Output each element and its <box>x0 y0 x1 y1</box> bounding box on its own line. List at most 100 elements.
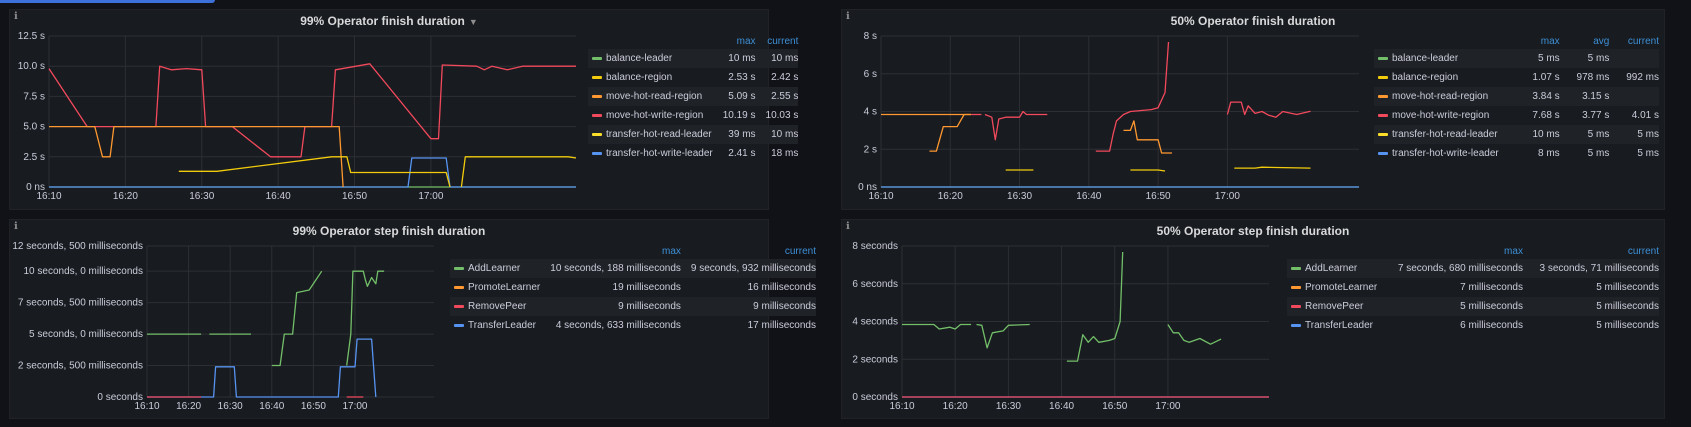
y-tick-label: 0 seconds <box>852 392 898 403</box>
info-icon[interactable]: ℹ <box>846 11 850 22</box>
legend-item-name[interactable]: balance-leader <box>1392 53 1459 64</box>
legend-item-name[interactable]: transfer-hot-read-leader <box>606 129 712 140</box>
x-tick-label: 16:30 <box>1007 191 1032 202</box>
legend-swatch-cell <box>1374 87 1388 106</box>
legend-swatch-cell <box>1287 316 1301 335</box>
legend-item-name[interactable]: move-hot-read-region <box>606 91 703 102</box>
legend-header-row: max avg current <box>1374 33 1659 49</box>
legend-item-name[interactable]: move-hot-write-region <box>1392 110 1490 121</box>
y-tick-label: 6 s <box>864 69 877 80</box>
info-icon[interactable]: ℹ <box>14 221 18 232</box>
y-tick-label: 10.0 s <box>18 61 45 72</box>
legend-item-value: 10 seconds, 188 milliseconds <box>550 263 681 274</box>
y-tick-label: 10 seconds, 0 milliseconds <box>23 266 143 277</box>
legend-item-value: 5 milliseconds <box>1460 301 1523 312</box>
legend-item-name[interactable]: balance-region <box>606 72 673 83</box>
x-tick-label: 16:50 <box>1102 401 1127 412</box>
legend-item[interactable]: PromoteLearner 7 milliseconds 5 millisecon… <box>1287 278 1659 297</box>
legend-item-name[interactable]: AddLearner <box>1305 263 1358 274</box>
legend-item-name[interactable]: RemovePeer <box>1305 301 1364 312</box>
legend-column-current[interactable]: current <box>1627 35 1659 47</box>
legend-item-name[interactable]: RemovePeer <box>468 301 527 312</box>
legend-item-name[interactable]: move-hot-read-region <box>1392 91 1489 102</box>
legend-item[interactable]: move-hot-read-region 5.09 s 2.55 s <box>588 87 799 106</box>
legend-column-max[interactable]: max <box>736 35 756 47</box>
legend-item-name[interactable]: move-hot-write-region <box>606 110 704 121</box>
legend-item-name[interactable]: PromoteLearner <box>1305 282 1378 293</box>
legend-item-name[interactable]: transfer-hot-read-leader <box>1392 129 1498 140</box>
legend-item-name[interactable]: transfer-hot-write-leader <box>1392 148 1499 159</box>
panel-99-operator-step-finish-duration[interactable]: ℹ 99% Operator step finish duration 16:1… <box>9 219 816 419</box>
panel-50-operator-step-finish-duration[interactable]: ℹ 50% Operator step finish duration 16:1… <box>841 219 1665 419</box>
legend-swatch-cell <box>588 87 602 106</box>
legend-item[interactable]: TransferLeader 6 milliseconds 5 millisecon… <box>1287 316 1659 335</box>
legend-item-name[interactable]: TransferLeader <box>1305 320 1373 331</box>
series-line-AddLearner <box>271 270 323 367</box>
legend-item[interactable]: RemovePeer 9 milliseconds 9 milliseconds <box>450 297 816 316</box>
legend-item[interactable]: transfer-hot-read-leader 39 ms 10 ms <box>588 125 799 144</box>
legend-item[interactable]: transfer-hot-read-leader 10 ms 5 ms 5 ms <box>1374 125 1659 144</box>
legend-item-name[interactable]: transfer-hot-write-leader <box>606 148 713 159</box>
legend-swatch <box>1378 132 1388 136</box>
chart-svg: 16:10 16:20 16:30 16:40 16:50 17:00 0 ns 2 s 4 s… <box>858 31 1359 202</box>
panel-title[interactable]: 50% Operator step finish duration <box>842 224 1664 238</box>
legend-swatch <box>1378 94 1388 98</box>
legend-column-max[interactable]: max <box>1504 245 1523 257</box>
legend-item[interactable]: balance-leader 10 ms 10 ms <box>588 49 799 68</box>
panel-title-text: 99% Operator finish duration <box>300 14 465 28</box>
legend-item-value: 5 ms <box>1637 129 1659 140</box>
legend-item[interactable]: balance-region 1.07 s 978 ms 992 ms <box>1374 68 1659 87</box>
legend-swatch-cell <box>588 68 602 87</box>
legend-item-value: 10.03 s <box>765 110 799 121</box>
legend-swatch <box>454 304 464 308</box>
panel-99-operator-finish-duration[interactable]: ℹ 99% Operator finish duration ▼ 16:10 16:… <box>9 9 799 210</box>
legend-column-current[interactable]: current <box>784 245 816 257</box>
legend-item-name[interactable]: AddLearner <box>468 263 521 274</box>
legend-column-avg[interactable]: avg <box>1593 35 1610 47</box>
legend-item-value: 1.07 s <box>1532 72 1560 83</box>
legend-item[interactable]: balance-leader 5 ms 5 ms <box>1374 49 1659 68</box>
series-line-balance-region <box>178 156 451 188</box>
legend-swatch <box>1291 266 1301 270</box>
chart-svg: 16:10 16:20 16:30 16:40 16:50 17:00 0 ns 2.5 s 5… <box>18 31 577 202</box>
y-tick-label: 8 seconds <box>852 241 898 252</box>
legend-item-value: 2.53 s <box>728 72 756 83</box>
legend-item[interactable]: PromoteLearner 19 milliseconds 16 millisec… <box>450 278 816 297</box>
legend-item-name[interactable]: TransferLeader <box>468 320 536 331</box>
legend-item-name[interactable]: PromoteLearner <box>468 282 541 293</box>
panel-title[interactable]: 99% Operator step finish duration <box>10 224 768 238</box>
x-tick-label: 16:40 <box>1049 401 1074 412</box>
legend-swatch <box>1291 323 1301 327</box>
legend-item[interactable]: move-hot-write-region 10.19 s 10.03 s <box>588 106 798 125</box>
chevron-down-icon[interactable]: ▼ <box>468 17 478 27</box>
legend-item[interactable]: transfer-hot-write-leader 2.41 s 18 ms <box>588 144 798 163</box>
legend-item-value: 3.77 s <box>1582 110 1610 121</box>
legend-table: max current AddLearner 7 seconds, 680 milli… <box>1287 243 1659 335</box>
legend-item[interactable]: move-hot-read-region 3.84 s 3.15 s <box>1374 87 1659 106</box>
legend-column-current[interactable]: current <box>1627 245 1659 257</box>
x-tick-label: 16:10 <box>889 401 914 412</box>
legend-column-max[interactable]: max <box>1540 35 1560 47</box>
legend-item[interactable]: AddLearner 10 seconds, 188 milliseconds 9 … <box>450 259 816 278</box>
legend-item-name[interactable]: balance-region <box>1392 72 1459 83</box>
legend-column-current[interactable]: current <box>767 35 799 47</box>
info-icon[interactable]: ℹ <box>14 11 18 22</box>
panel-title[interactable]: 99% Operator finish duration ▼ <box>10 14 768 28</box>
legend-item[interactable]: RemovePeer 5 milliseconds 5 milliseconds <box>1287 297 1659 316</box>
legend-item-name[interactable]: balance-leader <box>606 53 673 64</box>
legend-item-value: 10.19 s <box>722 110 756 121</box>
legend-item-value: 992 ms <box>1626 72 1659 83</box>
panel-50-operator-finish-duration[interactable]: ℹ 50% Operator finish duration 16:10 16:2… <box>841 9 1665 210</box>
legend-swatch <box>454 323 464 327</box>
legend-item[interactable]: balance-region 2.53 s 2.42 s <box>588 68 798 87</box>
legend-item[interactable]: AddLearner 7 seconds, 680 milliseconds 3 s… <box>1287 259 1659 278</box>
legend-swatch <box>1378 151 1388 155</box>
y-tick-label: 4 seconds <box>852 317 898 328</box>
legend-column-max[interactable]: max <box>662 245 681 257</box>
legend-item-value: 2.42 s <box>771 72 799 83</box>
info-icon[interactable]: ℹ <box>846 221 850 232</box>
legend-item[interactable]: move-hot-write-region 7.68 s 3.77 s 4.01 s <box>1374 106 1659 125</box>
panel-title[interactable]: 50% Operator finish duration <box>842 14 1664 28</box>
legend-item[interactable]: transfer-hot-write-leader 8 ms 5 ms 5 ms <box>1374 144 1659 163</box>
legend-item[interactable]: TransferLeader 4 seconds, 633 millisecond… <box>450 316 816 335</box>
